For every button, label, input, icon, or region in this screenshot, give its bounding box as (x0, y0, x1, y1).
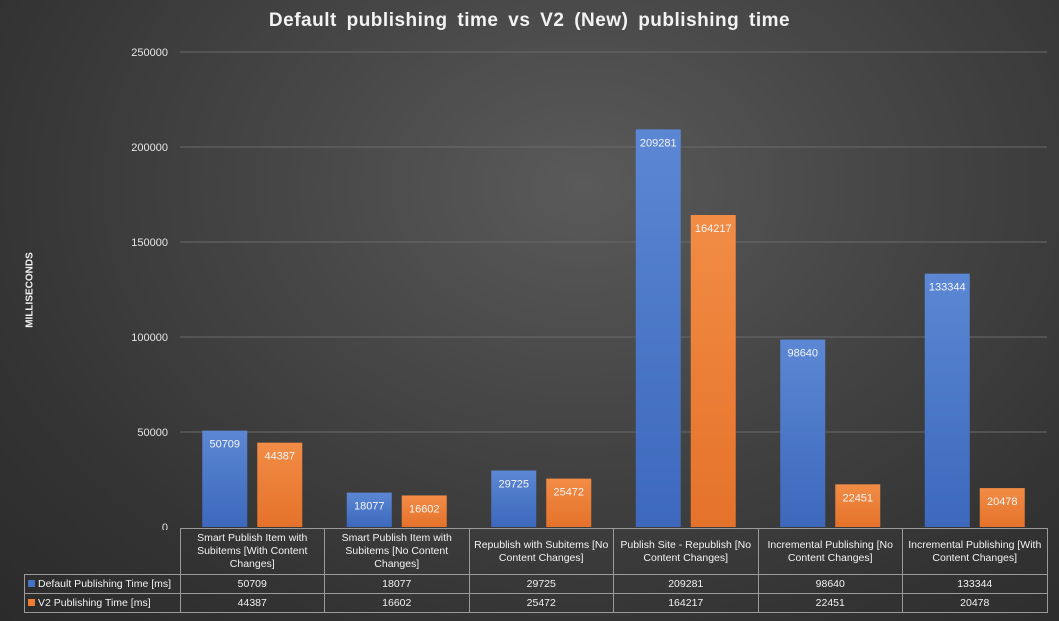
bar-v2 (835, 484, 881, 527)
bar-chart: 0 50000 100000 150000 200000 250000 50709 1807… (131, 47, 1047, 530)
bars (202, 129, 1025, 528)
data-label: 22451 (842, 492, 873, 504)
bar-default (924, 273, 970, 527)
data-label: 44387 (264, 451, 295, 463)
category-label: Incremental Publishing [With Content Cha… (902, 528, 1048, 575)
table-cell: 18077 (324, 574, 470, 594)
gridlines (180, 51, 1047, 433)
category-label: Smart Publish Item with Subitems [No Con… (324, 528, 470, 575)
y-tick-label: 50000 (137, 427, 168, 439)
legend-swatch (28, 599, 35, 607)
bar-v2 (690, 214, 736, 527)
table-row-v2: V2 Publishing Time [ms] 44387 16602 25472 16… (24, 593, 1048, 613)
table-cell: 164217 (613, 593, 759, 613)
table-row-default: Default Publishing Time [ms] 50709 18077 29… (24, 574, 1048, 594)
series-name: Default Publishing Time [ms] (38, 577, 172, 590)
legend-swatch (28, 580, 35, 588)
series-name: V2 Publishing Time [ms] (38, 596, 151, 609)
table-cell: 98640 (757, 574, 903, 594)
data-label: 98640 (787, 348, 818, 360)
data-label: 50709 (209, 439, 240, 451)
bar-v2 (257, 442, 303, 527)
y-tick-label: 100000 (131, 332, 168, 344)
table-header-row: Smart Publish Item with Subitems [With C… (24, 528, 1048, 575)
table-cell: 50709 (179, 574, 325, 594)
bar-default (780, 339, 826, 527)
y-tick-label: 150000 (131, 237, 168, 249)
table-cell: 133344 (902, 574, 1048, 594)
y-tick-label: 0 (162, 522, 168, 530)
category-label: Smart Publish Item with Subitems [With C… (179, 528, 325, 575)
bar-default (635, 129, 681, 528)
category-label: Republish with Subitems [No Content Chan… (468, 528, 614, 575)
y-axis-ticks: 0 50000 100000 150000 200000 250000 (131, 47, 168, 530)
y-tick-label: 200000 (131, 142, 168, 154)
chart-title: Default publishing time vs V2 (New) publ… (268, 10, 791, 31)
data-label: 133344 (929, 282, 966, 294)
data-label: 164217 (695, 223, 732, 235)
data-label: 20478 (987, 496, 1018, 508)
data-labels: 50709 18077 29725 209281 98640 133344 44387 166… (209, 137, 1017, 515)
data-label: 209281 (640, 137, 677, 149)
bar-v2 (979, 488, 1025, 527)
table-cell: 16602 (324, 593, 470, 613)
table-cell: 22451 (757, 593, 903, 613)
series-label: V2 Publishing Time [ms] (24, 593, 181, 613)
table-corner (24, 528, 181, 575)
bar-default (491, 470, 537, 527)
data-label: 16602 (409, 503, 440, 515)
bar-v2 (401, 495, 447, 527)
bar-default (202, 430, 248, 527)
bar-v2 (546, 478, 592, 527)
table-cell: 25472 (468, 593, 614, 613)
bar-default (346, 492, 392, 527)
table-cell: 44387 (179, 593, 325, 613)
series-label: Default Publishing Time [ms] (24, 574, 181, 594)
category-label: Publish Site - Republish [No Content Cha… (613, 528, 759, 575)
data-label: 29725 (498, 479, 529, 491)
table-cell: 20478 (902, 593, 1048, 613)
table-cell: 29725 (468, 574, 614, 594)
table-cell: 209281 (613, 574, 759, 594)
data-table: Smart Publish Item with Subitems [With C… (24, 528, 1048, 613)
data-label: 18077 (354, 501, 385, 513)
category-label: Incremental Publishing [No Content Chang… (757, 528, 903, 575)
data-label: 25472 (553, 487, 584, 499)
y-tick-label: 250000 (131, 47, 168, 59)
